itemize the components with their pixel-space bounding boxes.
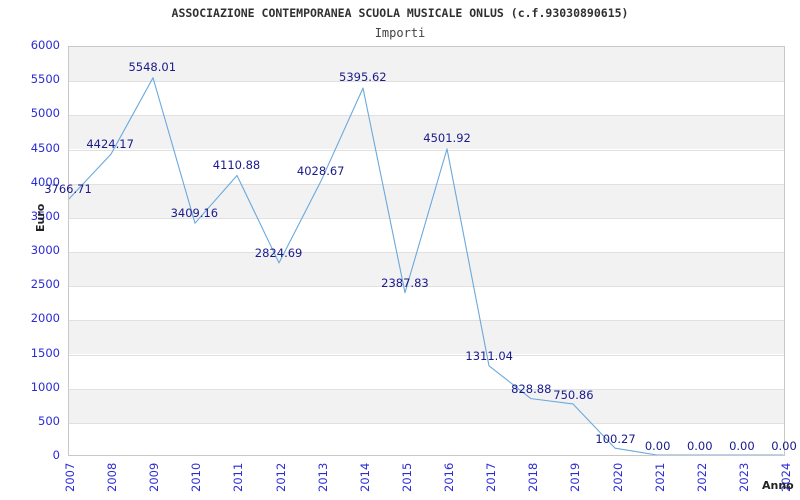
data-point-label-2007: 3766.71 — [44, 181, 92, 196]
data-point-label-2014: 5395.62 — [339, 70, 387, 85]
data-point-label-2013: 4028.67 — [296, 163, 345, 178]
x-axis-tick-2019: 2019 — [568, 462, 583, 492]
gridline — [69, 150, 784, 151]
data-point-label-2021: 0.00 — [644, 439, 671, 453]
data-point-label-2020: 100.27 — [595, 432, 636, 447]
gridline — [69, 389, 784, 390]
data-point-label-2022: 0.00 — [686, 439, 713, 453]
data-point-label-2024: 0.00 — [771, 439, 797, 453]
plot-area — [68, 46, 785, 456]
data-point-label-2008: 4424.17 — [86, 136, 134, 151]
x-axis-tick-2018: 2018 — [526, 462, 541, 492]
gridline — [69, 115, 784, 116]
x-axis-tick-2016: 2016 — [442, 462, 457, 492]
x-axis-tick-2013: 2013 — [315, 462, 330, 492]
x-axis-tick-2022: 2022 — [694, 462, 709, 492]
data-point-label-2018: 828.88 — [511, 382, 552, 397]
x-axis-tick-2008: 2008 — [105, 462, 120, 492]
data-point-label-2016: 4501.92 — [423, 131, 471, 146]
gridline — [69, 184, 784, 185]
data-point-label-2023: 0.00 — [729, 439, 755, 453]
data-point-label-2011: 4110.88 — [212, 158, 261, 173]
data-point-label-2017: 1311.04 — [465, 349, 513, 364]
y-axis-tick-5500: 5500 — [30, 72, 60, 87]
x-axis-title: Anno — [762, 479, 794, 492]
x-axis-tick-2010: 2010 — [189, 462, 204, 492]
x-axis-tick-2012: 2012 — [273, 462, 288, 492]
x-axis-tick-2021: 2021 — [652, 462, 667, 492]
chart-title: ASSOCIAZIONE CONTEMPORANEA SCUOLA MUSICA… — [171, 6, 629, 20]
y-axis-tick-2500: 2500 — [30, 277, 60, 292]
line-series-importi — [69, 77, 784, 455]
x-axis-tick-2009: 2009 — [147, 462, 162, 492]
gridline — [69, 423, 784, 424]
gridline — [69, 286, 784, 287]
y-axis-tick-4500: 4500 — [30, 140, 60, 155]
data-point-label-2015: 2387.83 — [381, 275, 429, 290]
x-axis-tick-2020: 2020 — [610, 462, 625, 492]
gridline — [69, 252, 784, 253]
x-axis-tick-2014: 2014 — [357, 462, 372, 492]
y-axis-tick-5000: 5000 — [30, 106, 60, 121]
line-series-svg — [69, 77, 784, 455]
data-point-label-2009: 5548.01 — [128, 59, 177, 74]
y-axis-tick-1500: 1500 — [30, 345, 60, 360]
gridline — [69, 81, 784, 82]
x-axis-tick-2007: 2007 — [63, 462, 77, 492]
plot-band — [69, 115, 784, 150]
y-axis-title: Euro — [34, 203, 47, 232]
x-axis-tick-2017: 2017 — [484, 462, 499, 492]
data-point-label-2010: 3409.16 — [170, 206, 219, 221]
y-axis-tick-500: 500 — [38, 413, 60, 428]
y-axis-tick-0: 0 — [52, 448, 60, 462]
y-axis-tick-6000: 6000 — [30, 38, 60, 52]
plot-band — [69, 47, 784, 82]
plot-band — [69, 388, 784, 423]
data-point-label-2019: 750.86 — [553, 387, 594, 402]
x-axis-tick-2011: 2011 — [231, 462, 246, 492]
y-axis-tick-2000: 2000 — [30, 311, 60, 326]
x-axis-tick-2015: 2015 — [399, 462, 414, 492]
plot-band — [69, 252, 784, 287]
gridline — [69, 320, 784, 321]
y-axis-tick-4000: 4000 — [30, 174, 60, 189]
plot-band — [69, 320, 784, 355]
y-axis-tick-1000: 1000 — [30, 379, 60, 394]
y-axis-tick-3500: 3500 — [30, 208, 60, 223]
data-point-label-2012: 2824.69 — [254, 245, 303, 260]
y-axis-tick-3000: 3000 — [30, 243, 60, 257]
gridline — [69, 355, 784, 356]
x-axis-tick-2023: 2023 — [736, 462, 751, 492]
chart-subtitle: Importi — [374, 26, 426, 40]
